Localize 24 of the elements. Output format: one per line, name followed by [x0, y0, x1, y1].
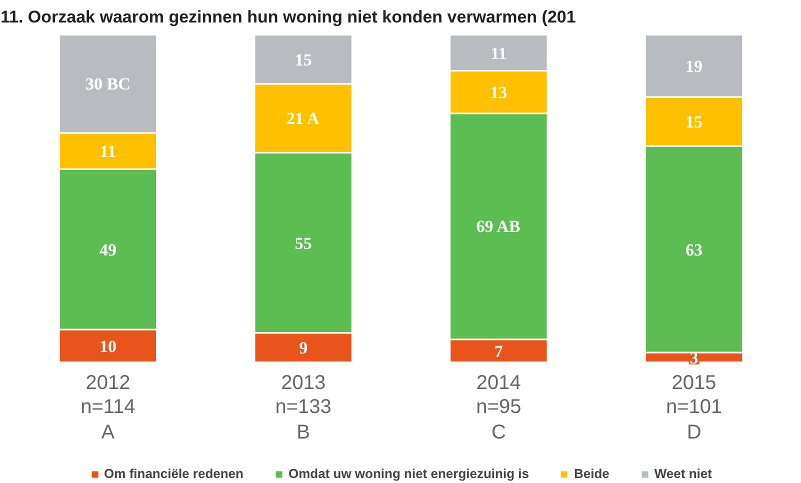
data-label: 9 [299, 338, 308, 358]
data-label: 11 [100, 142, 116, 162]
data-label: 30 BC [86, 74, 130, 94]
data-label: 13 [490, 83, 508, 102]
data-label: 63 [686, 240, 703, 260]
data-label: 15 [686, 112, 703, 132]
x-tick-label: 2012 n=114 A [80, 372, 136, 444]
x-tick-label: 2013 n=133 B [275, 372, 332, 444]
data-label: 11 [490, 44, 507, 63]
x-tick-label: 2014 n=95 C [476, 372, 522, 444]
x-tick-label: 2015 n=101 D [666, 372, 722, 444]
data-label: 7 [494, 342, 504, 361]
data-label: 10 [99, 336, 116, 356]
data-label: 49 [99, 240, 116, 260]
data-label: 15 [294, 50, 312, 70]
legend-label: Beide [574, 466, 610, 481]
legend-label: Omdat uw woning niet energiezuinig is [288, 466, 529, 481]
legend-label: Weet niet [654, 466, 712, 481]
data-label: 55 [294, 234, 312, 253]
data-label: 21 A [286, 108, 320, 128]
data-label: 19 [686, 56, 703, 76]
data-label: 69 AB [476, 216, 520, 236]
legend-label: Om financiële redenen [104, 466, 244, 481]
chart-title: 11. Oorzaak waarom gezinnen hun woning niet konden verwarmen (201 [0, 8, 576, 26]
